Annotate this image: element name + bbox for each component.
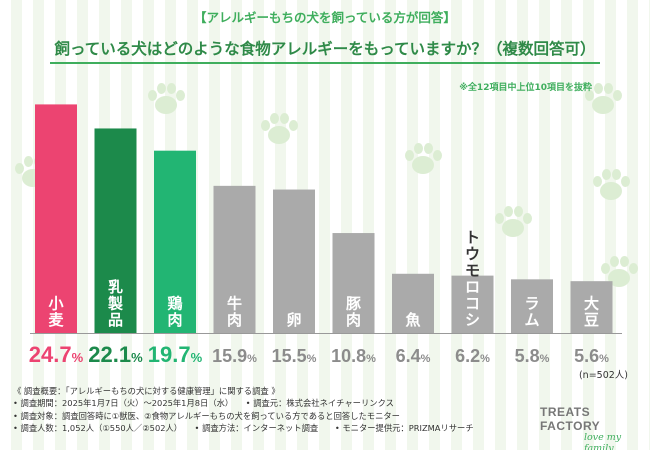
paw-print-decoration [590,168,632,206]
value-label: 5.6% [574,346,609,366]
survey-line: • 調査期間：2025年1月7日（火）〜2025年1月8日（水） • 調査元：株… [13,398,394,409]
bar-6 [332,233,375,333]
value-label: 15.5% [272,346,317,366]
category-label: ラム [524,295,539,330]
category-label: 卵 [286,311,301,329]
paw-print-decoration [598,255,640,293]
survey-line: • 調査人数：1,052人（①550人／②502人） • 調査方法：インターネッ… [13,422,474,433]
value-label: 19.7% [148,342,203,367]
title-underline [50,62,600,64]
value-label: 10.8% [331,346,376,366]
brand-logo: TREATS FACTORY love my family [540,405,648,450]
value-label: 22.1% [88,342,143,367]
bar-1 [35,104,77,333]
category-label: 牛肉 [227,295,242,330]
bar-3 [154,150,196,333]
bar-4 [213,185,256,333]
excerpt-note: ※全12項目中上位10項目を抜粋 [459,83,592,93]
survey-line: • 調査対象：調査回答時に①獣医、②食物アレルギーもちの犬を飼っている方であると… [13,410,400,421]
value-label: 24.7% [29,342,84,367]
category-label: 豚肉 [346,295,361,330]
brand-tagline: love my family [584,432,622,450]
bar-9 [511,279,553,333]
category-label: 魚 [405,311,420,329]
chart-title: 飼っている犬はどのような食物アレルギーをもっていますか？（複数回答可） [54,40,596,58]
paw-print-decoration [258,112,300,150]
survey-heading: 《 調査概要：「アレルギーもちの犬に対する健康管理」に関する調査 》 [13,386,280,396]
sample-size-note: (n=502人) [578,370,628,381]
paw-print-decoration [145,82,187,120]
value-label: 6.4% [396,346,431,366]
paw-print-decoration [492,205,534,243]
category-label: 大豆 [584,295,599,330]
chart-baseline [30,333,622,334]
category-label: 小麦 [48,295,64,330]
bar-2 [94,128,137,333]
value-label: 5.8% [515,346,550,366]
category-label: 乳製品 [107,278,123,329]
brand-name: TREATS FACTORY [540,405,601,433]
survey-overview: 《 調査概要：「アレルギーもちの犬に対する健康管理」に関する調査 》 • 調査期… [13,385,474,434]
bar-8 [451,275,494,333]
paw-print-decoration [402,142,444,180]
bar-7 [392,273,434,333]
paw-print-decoration [582,82,624,120]
category-label: 鶏肉 [167,295,182,330]
value-label: 15.9% [212,346,257,366]
category-label: トウモロコシ [465,229,480,330]
value-label: 6.2% [455,346,490,366]
bar-10 [570,281,613,333]
bar-chart: 小麦 24.7% 乳製品 22.1% 鶏肉 19.7% 牛肉 15.9% 卵 15.5% 豚肉 10.… [29,104,613,367]
bar-5 [273,189,315,333]
respondent-label: 【アレルギーもちの犬を飼っている方が回答】 [194,10,456,25]
